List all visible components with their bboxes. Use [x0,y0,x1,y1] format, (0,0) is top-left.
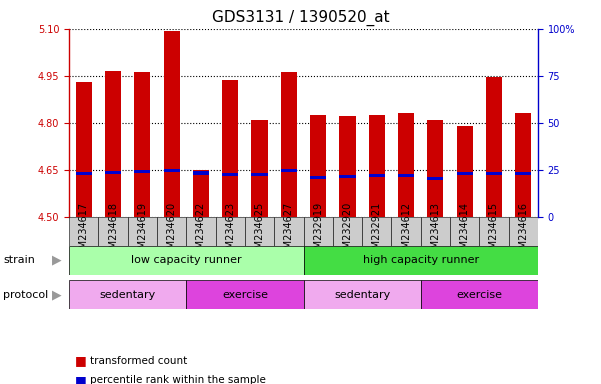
Text: GSM234615: GSM234615 [489,202,499,261]
Text: GSM234625: GSM234625 [255,202,264,261]
FancyBboxPatch shape [391,217,421,246]
FancyBboxPatch shape [186,280,304,309]
FancyBboxPatch shape [450,217,480,246]
Text: percentile rank within the sample: percentile rank within the sample [90,375,266,384]
FancyBboxPatch shape [304,280,421,309]
Text: GSM232921: GSM232921 [372,202,382,261]
FancyBboxPatch shape [304,246,538,275]
Bar [427,177,444,180]
Bar [368,115,385,217]
Bar [310,176,326,179]
Bar [163,31,180,217]
Text: GSM234612: GSM234612 [401,202,411,261]
Bar [76,82,92,217]
Text: ■: ■ [75,354,87,367]
Text: GSM234614: GSM234614 [460,202,469,261]
Bar [398,113,414,217]
Text: GSM234613: GSM234613 [430,202,441,261]
FancyBboxPatch shape [216,217,245,246]
Bar [193,170,209,217]
FancyBboxPatch shape [157,217,186,246]
Text: GSM232919: GSM232919 [313,202,323,261]
Bar [398,174,414,177]
Text: ▶: ▶ [52,288,62,301]
Text: protocol: protocol [3,290,48,300]
FancyBboxPatch shape [245,217,274,246]
FancyBboxPatch shape [69,246,304,275]
Text: GSM234617: GSM234617 [79,202,89,261]
FancyBboxPatch shape [333,217,362,246]
Bar [163,169,180,172]
Text: GSM234622: GSM234622 [196,202,206,261]
Bar [193,172,209,175]
FancyBboxPatch shape [128,217,157,246]
Bar [222,79,239,217]
Text: ▶: ▶ [52,254,62,266]
Text: GSM234618: GSM234618 [108,202,118,261]
Bar [76,172,92,175]
Text: sedentary: sedentary [334,290,390,300]
Bar [251,173,267,176]
FancyBboxPatch shape [421,280,538,309]
FancyBboxPatch shape [304,217,333,246]
FancyBboxPatch shape [421,217,450,246]
FancyBboxPatch shape [362,217,391,246]
Bar [281,72,297,217]
FancyBboxPatch shape [69,280,186,309]
Text: GSM232920: GSM232920 [343,202,352,261]
Text: exercise: exercise [456,290,502,300]
Bar [340,116,356,217]
Text: sedentary: sedentary [100,290,156,300]
Bar [251,120,267,217]
Text: GDS3131 / 1390520_at: GDS3131 / 1390520_at [212,10,389,26]
FancyBboxPatch shape [274,217,304,246]
Bar [368,174,385,177]
Bar [281,169,297,172]
Text: GSM234620: GSM234620 [166,202,177,261]
Bar [486,78,502,217]
FancyBboxPatch shape [99,217,128,246]
Text: exercise: exercise [222,290,268,300]
Bar [427,120,444,217]
Text: ■: ■ [75,374,87,384]
Text: strain: strain [3,255,35,265]
Bar [134,170,150,173]
Bar [105,71,121,217]
Text: GSM234627: GSM234627 [284,202,294,261]
FancyBboxPatch shape [69,217,99,246]
FancyBboxPatch shape [186,217,216,246]
FancyBboxPatch shape [480,217,508,246]
Bar [222,173,239,176]
Bar [134,72,150,217]
Text: GSM234616: GSM234616 [518,202,528,261]
Bar [457,126,473,217]
Bar [310,115,326,217]
Text: GSM234619: GSM234619 [138,202,147,261]
Bar [457,172,473,175]
Bar [340,175,356,179]
Text: high capacity runner: high capacity runner [362,255,479,265]
Text: low capacity runner: low capacity runner [131,255,242,265]
Bar [105,171,121,174]
Bar [515,113,531,217]
Bar [515,172,531,175]
FancyBboxPatch shape [508,217,538,246]
Bar [486,172,502,175]
Text: transformed count: transformed count [90,356,188,366]
Text: GSM234623: GSM234623 [225,202,235,261]
